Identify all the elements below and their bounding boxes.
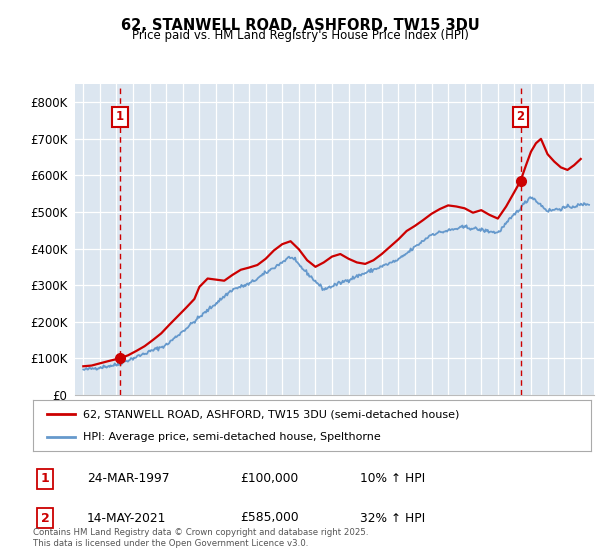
Text: Contains HM Land Registry data © Crown copyright and database right 2025.
This d: Contains HM Land Registry data © Crown c… [33, 528, 368, 548]
Text: 62, STANWELL ROAD, ASHFORD, TW15 3DU: 62, STANWELL ROAD, ASHFORD, TW15 3DU [121, 18, 479, 33]
Text: Price paid vs. HM Land Registry's House Price Index (HPI): Price paid vs. HM Land Registry's House … [131, 29, 469, 42]
Text: 24-MAR-1997: 24-MAR-1997 [87, 472, 170, 486]
Text: £100,000: £100,000 [240, 472, 298, 486]
Text: 32% ↑ HPI: 32% ↑ HPI [360, 511, 425, 525]
Text: 10% ↑ HPI: 10% ↑ HPI [360, 472, 425, 486]
Text: 2: 2 [517, 110, 524, 123]
Text: 2: 2 [41, 511, 49, 525]
Text: 1: 1 [41, 472, 49, 486]
Text: 62, STANWELL ROAD, ASHFORD, TW15 3DU (semi-detached house): 62, STANWELL ROAD, ASHFORD, TW15 3DU (se… [83, 409, 460, 419]
Text: £585,000: £585,000 [240, 511, 299, 525]
Text: 1: 1 [116, 110, 124, 123]
Text: HPI: Average price, semi-detached house, Spelthorne: HPI: Average price, semi-detached house,… [83, 432, 381, 442]
Text: 14-MAY-2021: 14-MAY-2021 [87, 511, 166, 525]
